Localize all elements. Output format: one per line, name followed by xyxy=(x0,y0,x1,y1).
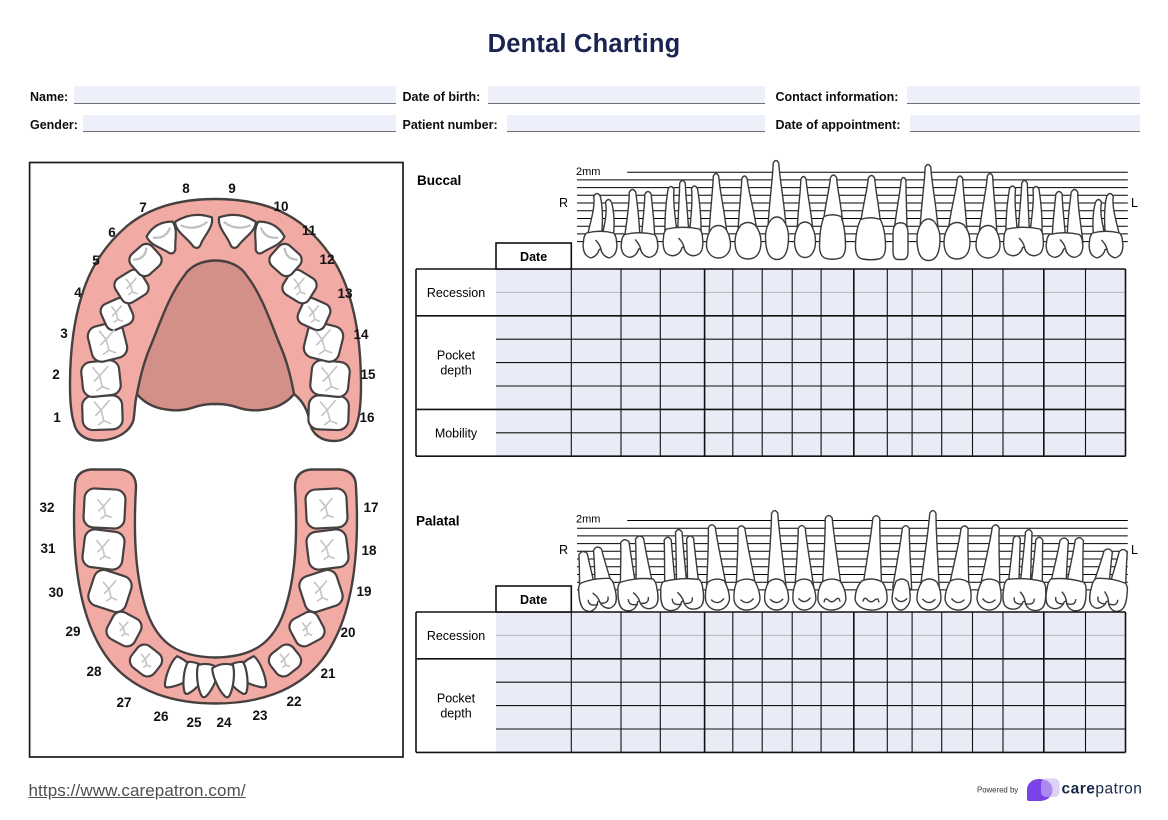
svg-text:2mm: 2mm xyxy=(576,166,600,178)
svg-text:29: 29 xyxy=(65,624,80,639)
svg-text:20: 20 xyxy=(340,625,355,640)
svg-text:30: 30 xyxy=(48,585,63,600)
svg-text:R: R xyxy=(559,543,568,557)
svg-text:8: 8 xyxy=(182,181,190,196)
svg-text:11: 11 xyxy=(302,223,317,238)
svg-text:Recession: Recession xyxy=(427,629,485,643)
svg-text:32: 32 xyxy=(39,500,54,515)
svg-text:Date: Date xyxy=(520,250,547,264)
svg-text:10: 10 xyxy=(273,199,288,214)
svg-text:31: 31 xyxy=(40,541,56,556)
svg-text:23: 23 xyxy=(252,708,268,723)
svg-text:6: 6 xyxy=(108,225,116,240)
svg-text:L: L xyxy=(1131,196,1138,210)
svg-text:Pocket: Pocket xyxy=(437,349,476,363)
svg-text:7: 7 xyxy=(139,200,147,215)
svg-text:Recession: Recession xyxy=(427,286,485,300)
svg-text:R: R xyxy=(559,196,568,210)
svg-text:19: 19 xyxy=(356,584,371,599)
svg-text:14: 14 xyxy=(353,327,369,342)
svg-text:carepatron: carepatron xyxy=(1062,781,1143,798)
svg-text:2: 2 xyxy=(52,367,60,382)
svg-text:17: 17 xyxy=(363,500,378,515)
svg-text:depth: depth xyxy=(440,364,471,378)
svg-text:18: 18 xyxy=(361,543,377,558)
svg-text:15: 15 xyxy=(360,367,376,382)
svg-text:Buccal: Buccal xyxy=(417,173,461,188)
svg-text:L: L xyxy=(1131,543,1138,557)
svg-text:Palatal: Palatal xyxy=(416,514,460,529)
svg-text:Powered by: Powered by xyxy=(977,786,1018,795)
svg-text:26: 26 xyxy=(153,709,169,724)
svg-text:depth: depth xyxy=(440,707,471,721)
svg-text:12: 12 xyxy=(319,252,334,267)
svg-text:28: 28 xyxy=(86,664,102,679)
svg-text:16: 16 xyxy=(359,410,375,425)
svg-text:5: 5 xyxy=(92,253,100,268)
svg-text:13: 13 xyxy=(337,286,353,301)
svg-text:9: 9 xyxy=(228,181,236,196)
svg-text:Pocket: Pocket xyxy=(437,692,476,706)
svg-text:1: 1 xyxy=(53,410,61,425)
svg-text:21: 21 xyxy=(320,666,336,681)
svg-text:22: 22 xyxy=(286,694,301,709)
svg-text:4: 4 xyxy=(74,285,82,300)
svg-text:Mobility: Mobility xyxy=(435,426,478,440)
svg-text:24: 24 xyxy=(216,715,232,730)
svg-text:Date: Date xyxy=(520,593,547,607)
svg-text:2mm: 2mm xyxy=(576,514,600,526)
svg-text:27: 27 xyxy=(116,695,131,710)
svg-text:3: 3 xyxy=(60,326,68,341)
svg-text:25: 25 xyxy=(186,715,202,730)
